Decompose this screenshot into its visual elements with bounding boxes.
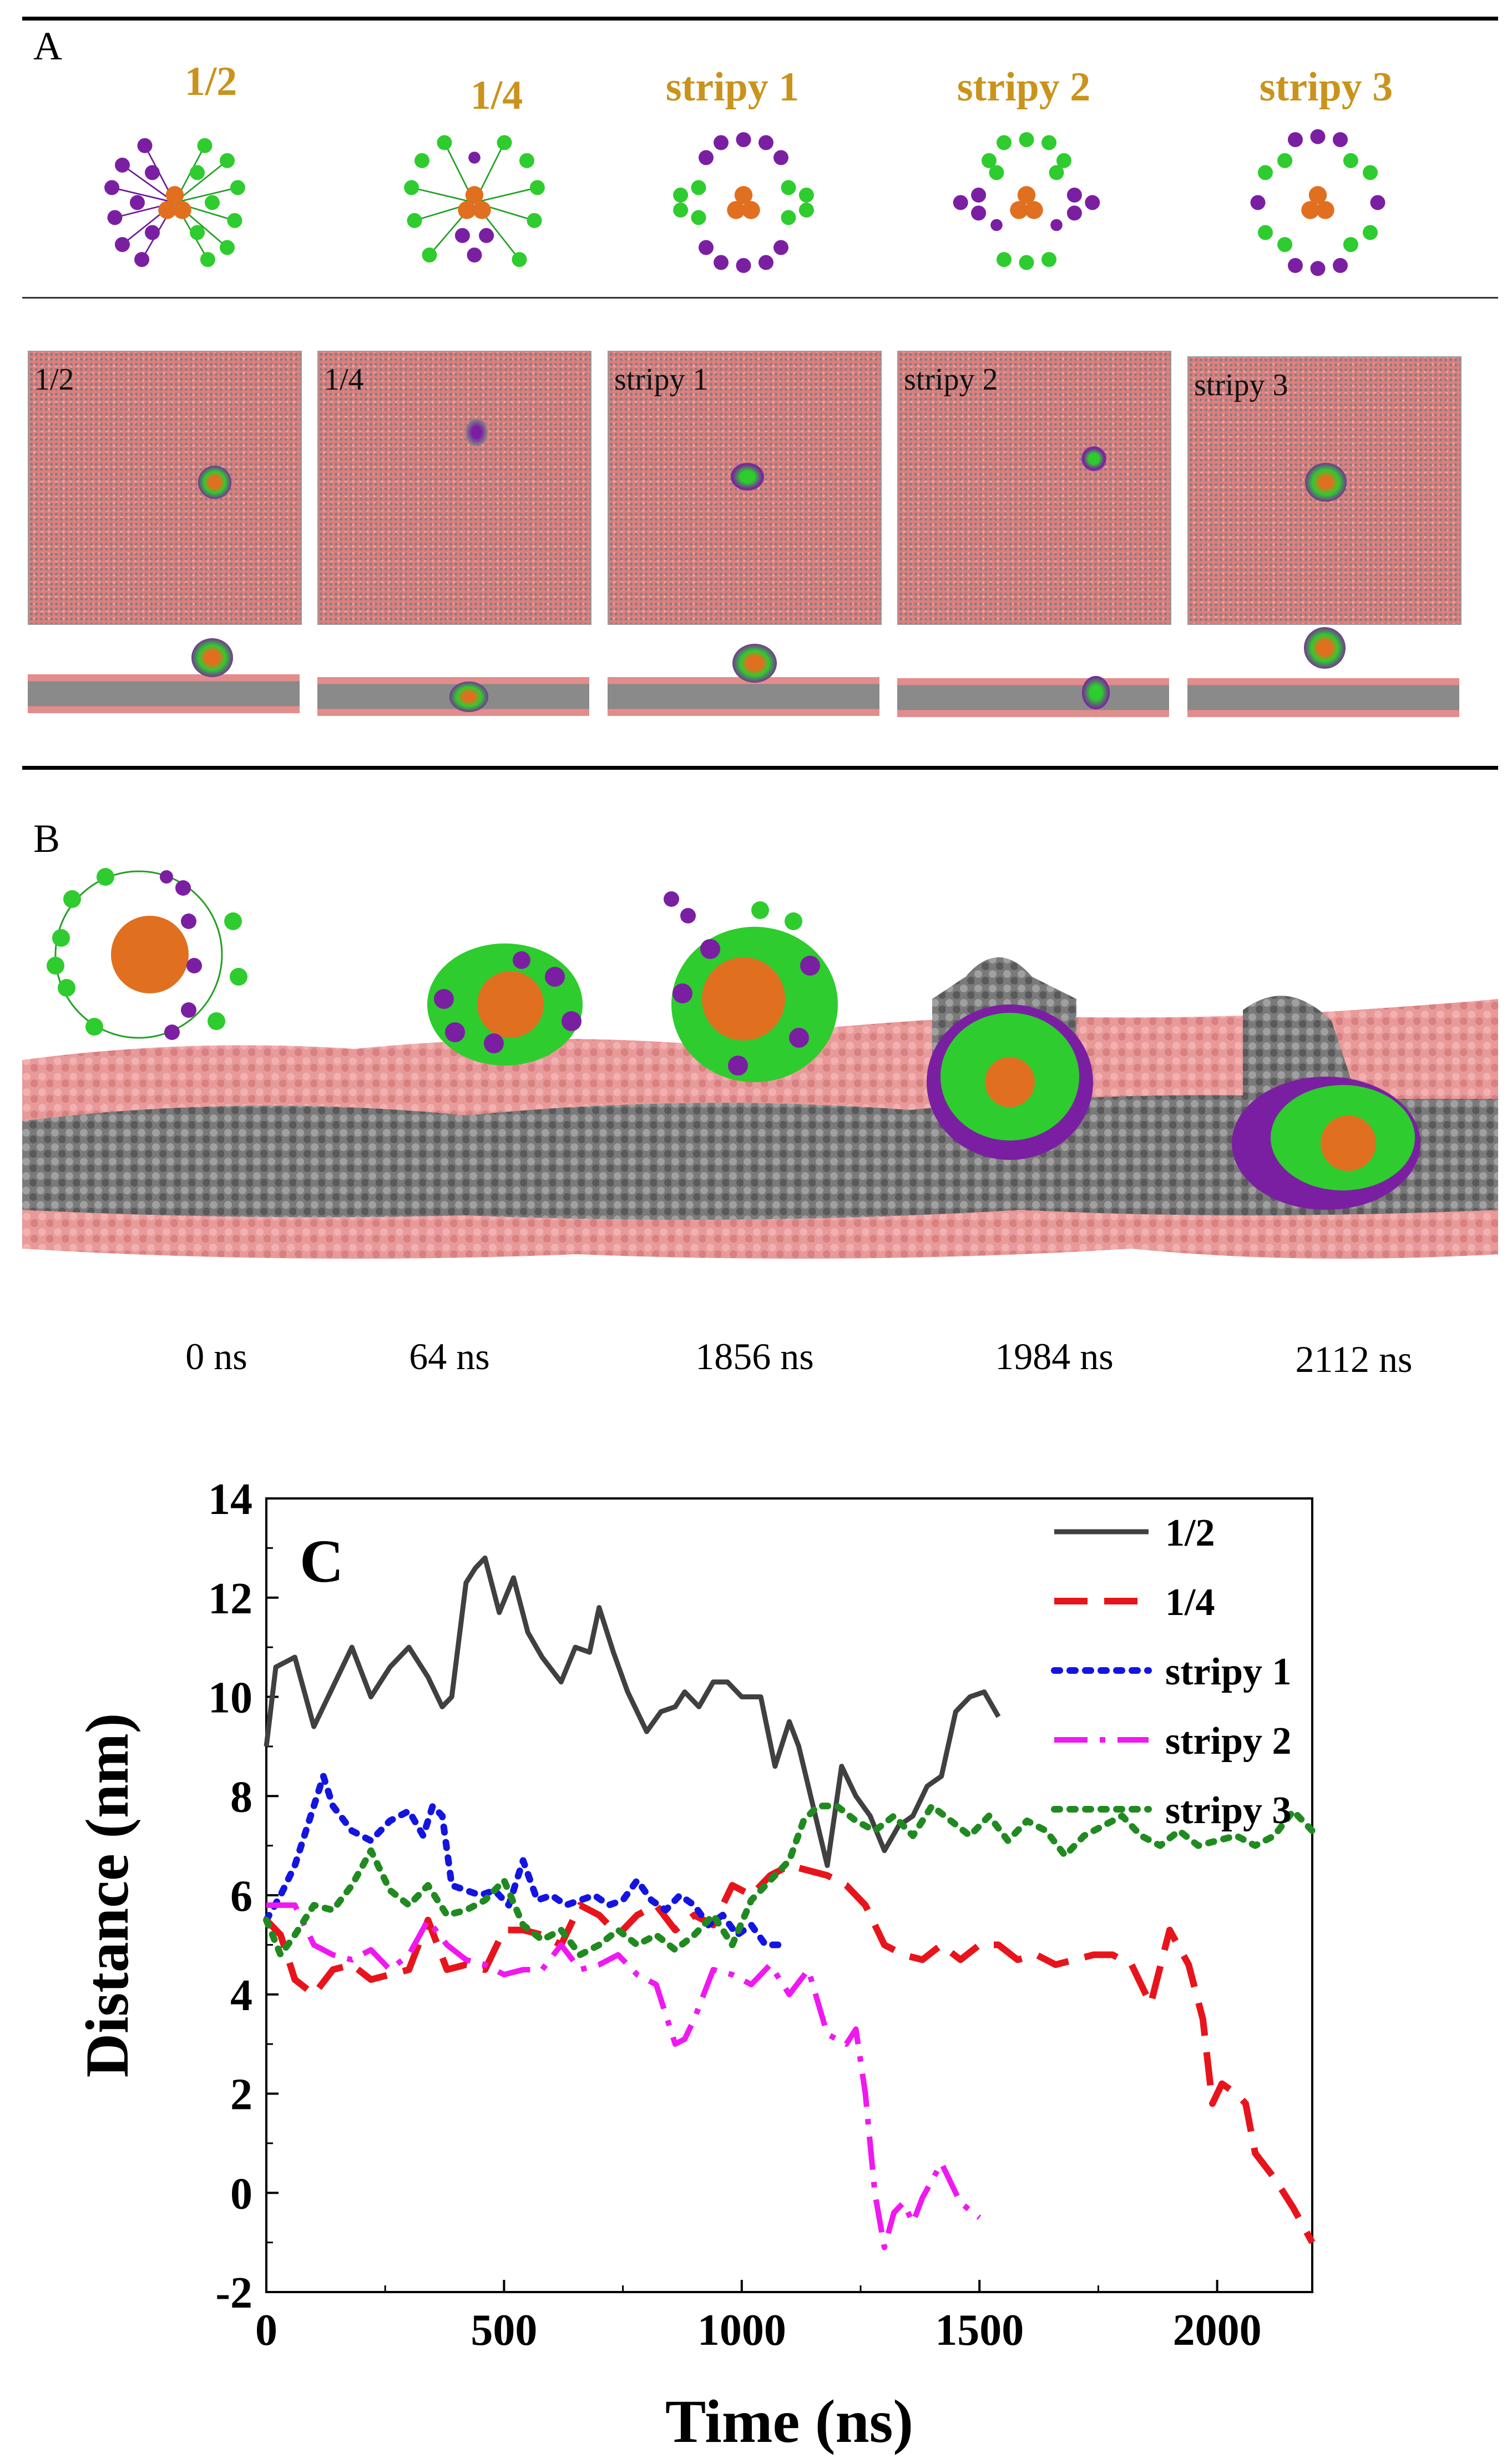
- panel-a-label: A: [33, 24, 62, 68]
- legend-label: 1/2: [1165, 1512, 1215, 1554]
- side-view-nanoparticle: [1304, 627, 1346, 669]
- np-title-5: stripy 3: [1259, 64, 1393, 110]
- snapshot-np-64ns: [427, 943, 583, 1066]
- y-tick-label: -2: [215, 2269, 252, 2318]
- y-tick-label: 0: [230, 2169, 252, 2218]
- sim-box-label: 1/2: [34, 362, 74, 397]
- sim-box-label: stripy 1: [614, 362, 709, 397]
- y-tick-label: 8: [230, 1773, 252, 1821]
- series-line-5: [263, 1803, 1316, 1959]
- nanoparticle-quarter: [404, 135, 545, 267]
- x-tick-label: 1000: [697, 2306, 786, 2355]
- y-tick-label: 4: [230, 1971, 252, 2020]
- y-axis-label: Distance (nm): [73, 1713, 141, 2078]
- y-tick-label: 2: [230, 2071, 252, 2119]
- series-line-4: [266, 1902, 982, 2250]
- sim-box-label: stripy 3: [1194, 368, 1288, 402]
- legend-label: stripy 3: [1165, 1789, 1292, 1832]
- lipid-tail-layer: [22, 1095, 1498, 1220]
- np-title-2: 1/4: [470, 73, 523, 118]
- np-title-3: stripy 1: [665, 64, 800, 110]
- side-view-nanoparticle: [732, 644, 777, 683]
- x-tick-label: 0: [255, 2306, 277, 2355]
- side-view-nanoparticle: [191, 638, 233, 677]
- nanoparticle-marker: [1305, 463, 1347, 502]
- plot-frame: [265, 1497, 1313, 2293]
- top-rule: [22, 17, 1498, 21]
- snapshot-np-0ns: [47, 868, 247, 1040]
- nanoparticle-marker: [198, 466, 231, 499]
- np-title-4: stripy 2: [957, 64, 1091, 110]
- x-axis-label: Time (ns): [665, 2388, 913, 2455]
- np-title-1: 1/2: [184, 59, 237, 104]
- nanoparticle-stripy-3: [1250, 129, 1385, 276]
- series-line-3: [263, 1773, 788, 1949]
- nanoparticle-stripy-1: [673, 132, 814, 273]
- time-label-64ns: 64 ns: [409, 1335, 490, 1377]
- sim-box-label: 1/4: [324, 362, 364, 397]
- time-label-2112ns: 2112 ns: [1295, 1338, 1413, 1380]
- y-tick-label: 14: [208, 1475, 252, 1524]
- sim-box-stripy-1: stripy 1: [608, 351, 882, 625]
- series-line-1: [264, 1555, 1001, 1868]
- side-view-stripy-3: [1187, 678, 1459, 717]
- legend: 1/2 1/4 stripy 1 stripy 2 stripy 3: [1051, 1512, 1292, 1832]
- sim-box-label: stripy 2: [904, 362, 998, 397]
- nanoparticle-half: [104, 138, 245, 267]
- sim-box-quarter: 1/4: [317, 351, 591, 625]
- snapshot-np-1984ns: [927, 957, 1093, 1160]
- nanoparticle-marker: [731, 463, 764, 491]
- side-view-half: [28, 674, 300, 713]
- snapshot-np-1856ns: [664, 891, 838, 1082]
- series-line-2: [264, 1862, 1316, 2244]
- legend-label: stripy 1: [1165, 1651, 1292, 1693]
- side-view-stripy-1: [608, 677, 879, 716]
- translocation-snapshot: [22, 868, 1498, 1259]
- time-label-0ns: 0 ns: [185, 1335, 247, 1377]
- sim-box-half: 1/2: [28, 351, 302, 625]
- series-layer: [263, 1555, 1316, 2250]
- panel-b-label: B: [33, 816, 60, 861]
- nanoparticle-stripy-2: [953, 132, 1100, 270]
- section-rule: [22, 766, 1498, 770]
- y-tick-label: 12: [208, 1574, 252, 1623]
- y-tick-label: 10: [208, 1674, 252, 1723]
- time-label-1856ns: 1856 ns: [695, 1335, 814, 1377]
- divider-rule: [22, 297, 1498, 299]
- side-view-nanoparticle: [449, 682, 488, 712]
- sim-box-stripy-2: stripy 2: [897, 351, 1171, 625]
- x-tick-label: 2000: [1173, 2306, 1262, 2355]
- y-tick-label: 6: [230, 1872, 252, 1921]
- snapshot-np-2112ns: [1232, 996, 1420, 1210]
- x-tick-label: 500: [471, 2306, 537, 2355]
- x-tick-label: 1500: [935, 2306, 1024, 2355]
- sim-box-stripy-3: stripy 3: [1187, 356, 1462, 625]
- legend-label: 1/4: [1165, 1581, 1215, 1624]
- nanoparticle-marker: [466, 418, 488, 446]
- side-view-stripy-2: [897, 678, 1169, 717]
- time-label-1984ns: 1984 ns: [995, 1335, 1114, 1377]
- side-view-nanoparticle: [1082, 676, 1110, 709]
- nanoparticle-marker: [1081, 446, 1106, 471]
- legend-label: stripy 2: [1165, 1720, 1292, 1763]
- panel-c-label: C: [300, 1527, 343, 1595]
